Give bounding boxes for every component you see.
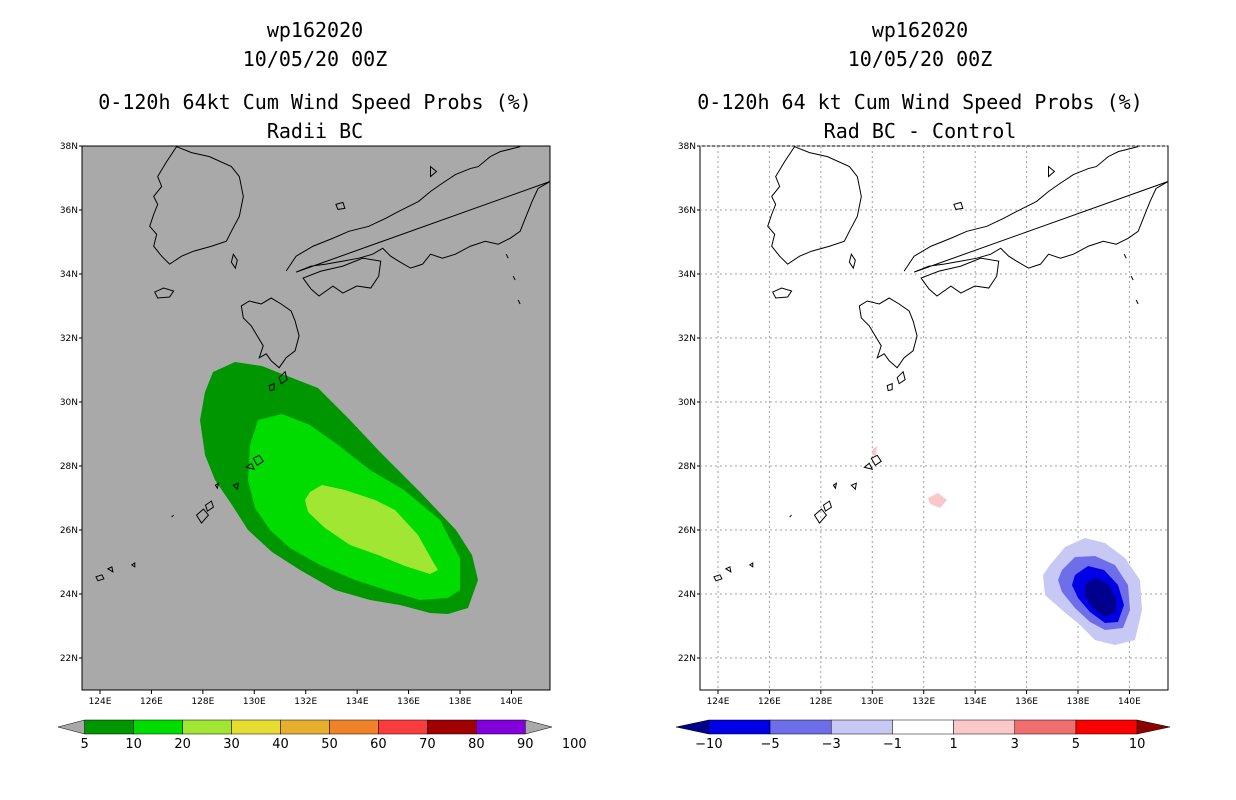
left-contour-20-30 xyxy=(305,485,438,574)
left-colorbar-swatch xyxy=(329,719,379,735)
right-colorbar-label: 5 xyxy=(1072,737,1080,752)
left-lon-label: 130E xyxy=(243,697,266,707)
left-colorbar-swatch xyxy=(476,719,526,735)
left-colorbar-swatch xyxy=(84,719,134,735)
left-lon-label: 124E xyxy=(89,697,112,707)
left-colorbar-swatch xyxy=(427,719,477,735)
right-lat-label: 26N xyxy=(678,526,696,536)
left-lat-label: 24N xyxy=(60,590,78,600)
right-colorbar-label: 3 xyxy=(1011,737,1019,752)
left-map-panel: 38N 36N 34N 32N 30N 28N 26N 24N 22N 124E 126E 128E 1… xyxy=(60,142,551,707)
right-difference-contours xyxy=(872,446,1142,645)
left-colorbar-label: 60 xyxy=(370,737,387,752)
left-lon-label: 134E xyxy=(346,697,369,707)
right-colorbar-label: 10 xyxy=(1129,737,1146,752)
right-lon-label: 134E xyxy=(964,697,987,707)
right-product-title: 0-120h 64 kt Cum Wind Speed Probs (%) xyxy=(697,90,1143,114)
right-lat-label: 30N xyxy=(678,398,696,408)
left-lat-label: 28N xyxy=(60,462,78,472)
right-lon-label: 132E xyxy=(912,697,935,707)
left-colorbar-swatch xyxy=(133,719,183,735)
right-lon-label: 126E xyxy=(758,697,781,707)
right-colorbar-label: −5 xyxy=(760,737,779,752)
left-colorbar-swatch xyxy=(231,719,281,735)
right-contour-pos-1-3-small xyxy=(872,446,877,456)
left-colorbar-swatch xyxy=(378,719,428,735)
left-panel-title-block: wp162020 10/05/20 00Z 0-120h 64kt Cum Wi… xyxy=(55,16,575,146)
left-colorbar-label: 20 xyxy=(174,737,191,752)
right-lon-label: 136E xyxy=(1015,697,1038,707)
left-colorbar-label: 10 xyxy=(125,737,142,752)
right-lon-label: 138E xyxy=(1067,697,1090,707)
left-lon-label: 132E xyxy=(294,697,317,707)
left-lat-label: 34N xyxy=(60,270,78,280)
right-lat-label: 24N xyxy=(678,590,696,600)
left-lon-label: 128E xyxy=(191,697,214,707)
left-colorbar: 5 10 20 30 40 50 60 70 80 90 100 xyxy=(57,719,587,752)
left-colorbar-label: 40 xyxy=(272,737,289,752)
left-lat-label: 26N xyxy=(60,526,78,536)
left-colorbar-label: 100 xyxy=(562,737,587,752)
right-lat-label: 32N xyxy=(678,334,696,344)
right-colorbar-swatch xyxy=(892,719,954,735)
right-colorbar-label: −10 xyxy=(695,737,722,752)
left-colorbar-label: 80 xyxy=(468,737,485,752)
right-colorbar-swatch xyxy=(1014,719,1077,735)
right-subtitle: Rad BC - Control xyxy=(823,119,1017,143)
left-storm-id: wp162020 xyxy=(266,18,364,42)
right-colorbar-swatch xyxy=(830,719,893,735)
left-lat-label: 38N xyxy=(60,142,78,152)
right-colorbar-label: 1 xyxy=(949,737,957,752)
right-gridlines xyxy=(700,145,1168,690)
right-contour-pos-1-3 xyxy=(928,493,947,508)
left-colorbar-high-arrow xyxy=(525,719,553,735)
right-lat-label: 22N xyxy=(678,654,696,664)
left-subtitle: Radii BC xyxy=(266,119,364,143)
right-lon-label: 128E xyxy=(809,697,832,707)
left-colorbar-label: 50 xyxy=(321,737,338,752)
left-colorbar-swatch xyxy=(280,719,330,735)
right-lon-label: 130E xyxy=(861,697,884,707)
left-lat-label: 32N xyxy=(60,334,78,344)
left-probability-contours xyxy=(200,362,478,614)
left-lon-label: 126E xyxy=(140,697,163,707)
right-colorbar-swatch xyxy=(769,719,832,735)
right-colorbar-swatch xyxy=(953,719,1016,735)
right-lon-label: 124E xyxy=(707,697,730,707)
left-product-title: 0-120h 64kt Cum Wind Speed Probs (%) xyxy=(98,90,532,114)
left-colorbar-label: 30 xyxy=(223,737,240,752)
left-colorbar-label: 70 xyxy=(419,737,436,752)
right-colorbar-label: −1 xyxy=(883,737,902,752)
right-colorbar-swatch xyxy=(708,719,771,735)
right-lat-label: 28N xyxy=(678,462,696,472)
left-colorbar-low-arrow xyxy=(57,719,85,735)
left-colorbar-swatch xyxy=(182,719,232,735)
left-date: 10/05/20 00Z xyxy=(242,47,388,71)
right-storm-id: wp162020 xyxy=(871,18,969,42)
left-lon-label: 140E xyxy=(500,697,523,707)
left-lat-label: 30N xyxy=(60,398,78,408)
left-lon-label: 136E xyxy=(397,697,420,707)
right-map-panel: 38N 36N 34N 32N 30N 28N 26N 24N 22N 124E 126E 128E 1… xyxy=(678,142,1169,707)
right-panel-title-block: wp162020 10/05/20 00Z 0-120h 64 kt Cum W… xyxy=(660,16,1180,146)
left-colorbar-label: 90 xyxy=(517,737,534,752)
left-colorbar-label: 5 xyxy=(81,737,89,752)
right-lat-label: 36N xyxy=(678,206,696,216)
right-lat-label: 34N xyxy=(678,270,696,280)
right-colorbar: −10 −5 −3 −1 1 3 5 10 xyxy=(675,719,1171,752)
left-axis-ticks: 38N 36N 34N 32N 30N 28N 26N 24N 22N 124E 126E 128E 1… xyxy=(60,142,523,707)
right-lat-label: 38N xyxy=(678,142,696,152)
right-colorbar-low-arrow xyxy=(675,719,710,735)
right-date: 10/05/20 00Z xyxy=(847,47,993,71)
right-axis-ticks: 38N 36N 34N 32N 30N 28N 26N 24N 22N 124E 126E 128E 1… xyxy=(678,142,1141,707)
right-colorbar-swatch xyxy=(1075,719,1138,735)
left-lat-label: 22N xyxy=(60,654,78,664)
right-contour-neg-10 xyxy=(1085,578,1116,617)
right-lon-label: 140E xyxy=(1118,697,1141,707)
left-lat-label: 36N xyxy=(60,206,78,216)
right-colorbar-high-arrow xyxy=(1136,719,1171,735)
right-colorbar-label: −3 xyxy=(822,737,841,752)
left-lon-label: 138E xyxy=(449,697,472,707)
